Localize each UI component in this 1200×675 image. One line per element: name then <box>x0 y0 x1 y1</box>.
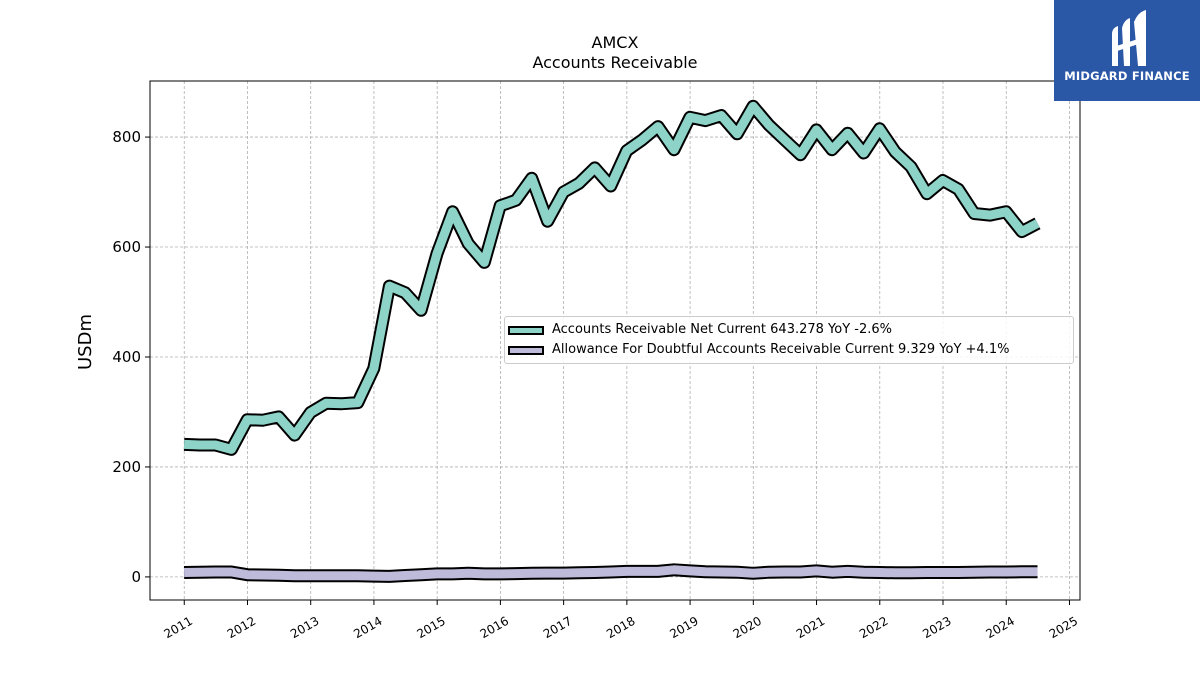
legend: Accounts Receivable Net Current 643.278 … <box>504 316 1074 364</box>
x-tick-label: 2014 <box>351 614 384 641</box>
x-tick-label: 2019 <box>667 614 700 641</box>
x-tick-label: 2013 <box>288 614 321 641</box>
legend-label-accounts-receivable: Accounts Receivable Net Current 643.278 … <box>552 322 893 337</box>
x-tick-label: 2011 <box>162 614 195 641</box>
x-tick-label: 2020 <box>731 614 764 641</box>
x-tick-label: 2024 <box>984 614 1017 641</box>
x-tick-label: 2022 <box>857 614 890 641</box>
brand-name: MIDGARD FINANCE <box>1064 69 1190 83</box>
legend-swatch-accounts-receivable <box>508 326 544 335</box>
brand-logo: MIDGARD FINANCE <box>1054 0 1200 101</box>
series-line <box>183 101 1040 454</box>
y-tick-label: 800 <box>112 128 141 146</box>
x-tick-label: 2016 <box>478 614 511 641</box>
brand-logo-mark-icon <box>1054 0 1200 101</box>
x-tick-label: 2023 <box>920 614 953 641</box>
series-layer <box>183 99 1041 583</box>
y-tick-label: 600 <box>112 238 141 256</box>
x-tick-label: 2025 <box>1047 614 1080 641</box>
series-line-outline <box>183 99 1041 456</box>
chart-title: AMCX <box>592 33 639 52</box>
x-tick-label: 2012 <box>225 614 258 641</box>
y-tick-label: 400 <box>112 348 141 366</box>
x-tick-label: 2021 <box>794 614 827 641</box>
chart-subtitle: Accounts Receivable <box>532 53 697 72</box>
x-tick-label: 2015 <box>414 614 447 641</box>
plot-frame <box>149 80 1081 601</box>
y-tick-label: 200 <box>112 458 141 476</box>
series-line <box>184 565 1038 581</box>
x-tick-label: 2018 <box>604 614 637 641</box>
series-allowance-doubtful-accounts <box>183 563 1038 583</box>
x-tick-label: 2017 <box>541 614 574 641</box>
y-tick-label: 0 <box>131 568 141 586</box>
y-axis-label: USDm <box>75 314 96 370</box>
legend-swatch-allowance <box>508 346 544 355</box>
legend-label-allowance: Allowance For Doubtful Accounts Receivab… <box>552 342 1010 357</box>
series-accounts-receivable <box>183 99 1041 456</box>
